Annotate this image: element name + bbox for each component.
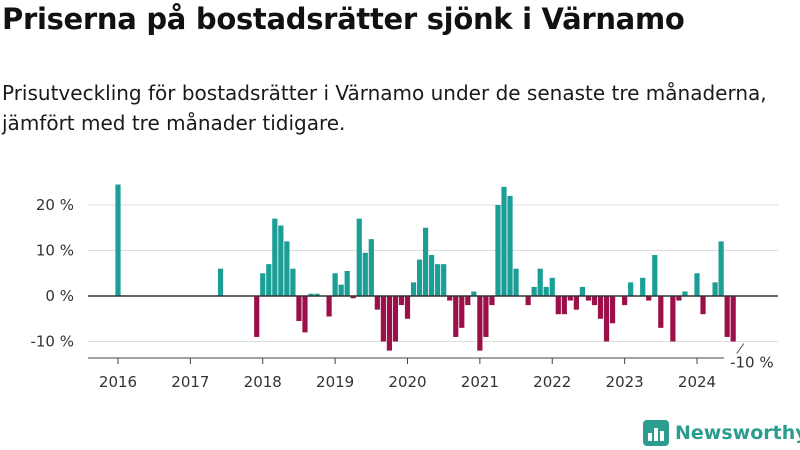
bar-2023-09 <box>670 296 676 342</box>
bar-2020-03 <box>416 259 423 296</box>
bar-2017-06 <box>217 268 224 296</box>
bar-2021-02 <box>483 296 489 337</box>
bar-2020-05 <box>429 255 435 296</box>
bar-2020-01 <box>404 296 411 319</box>
bar-2019-09 <box>380 296 386 342</box>
bar-2022-09 <box>597 296 604 319</box>
bar-2020-02 <box>410 282 417 296</box>
x-tick-label: 2019 <box>316 373 354 391</box>
bar-2023-07 <box>658 296 664 328</box>
chart-title: Priserna på bostadsrätter sjönk i Värnam… <box>2 2 685 36</box>
bar-2016-01 <box>115 184 121 296</box>
logo-text: Newsworthy <box>675 422 800 444</box>
bar-2018-10 <box>314 293 320 296</box>
y-tick-label: 0 % <box>45 287 74 305</box>
bar-2022-07 <box>585 296 592 301</box>
bar-2024-07 <box>730 296 736 342</box>
annotation-background <box>723 353 780 372</box>
bar-2021-09 <box>525 296 531 306</box>
bar-2019-12 <box>398 296 405 306</box>
x-tick-label: 2024 <box>678 373 716 391</box>
grid-lines <box>88 204 778 342</box>
chart-subtitle: Prisutveckling för bostadsrätter i Värna… <box>2 81 767 135</box>
bar-2020-12 <box>471 291 477 296</box>
bar-2023-05 <box>646 296 652 301</box>
bar-2019-08 <box>374 296 380 310</box>
bar-2021-05 <box>501 186 507 296</box>
bar-2019-03 <box>344 270 350 296</box>
axes: 20 % 10 % 0 % -10 % 2016 2017 2018 2019 2020 2021… <box>30 196 780 391</box>
x-tick-label: 2016 <box>99 373 137 391</box>
bar-2024-02 <box>700 296 706 315</box>
bar-2018-12 <box>326 296 332 317</box>
bar-2018-02 <box>266 264 272 296</box>
bar-2019-10 <box>386 296 393 351</box>
bar-2018-07 <box>296 296 302 322</box>
bar-2018-08 <box>302 296 308 333</box>
bar-2021-07 <box>513 268 519 296</box>
bar-2024-01 <box>694 273 700 296</box>
bar-2018-05 <box>284 241 290 296</box>
bar-2021-03 <box>489 296 495 306</box>
bar-2024-05 <box>718 241 724 296</box>
x-tick-label: 2018 <box>244 373 282 391</box>
x-tick-label: 2021 <box>461 373 499 391</box>
bar-2023-11 <box>682 291 688 296</box>
bar-2020-06 <box>435 264 441 296</box>
bar-2022-11 <box>609 296 616 324</box>
bar-2021-12 <box>543 286 549 296</box>
bar-2020-04 <box>422 227 429 296</box>
bar-2019-07 <box>368 239 374 297</box>
y-tick-label: 10 % <box>36 242 74 260</box>
bar-2023-10 <box>676 296 682 301</box>
bar-2022-06 <box>579 286 586 296</box>
bar-2020-09 <box>453 296 459 337</box>
bar-2022-10 <box>603 296 610 342</box>
y-tick-label: -10 % <box>30 333 74 351</box>
bar-2022-08 <box>591 296 598 306</box>
bar-2018-09 <box>308 293 314 296</box>
bar-2020-11 <box>465 296 471 306</box>
x-tick-label: 2022 <box>533 373 571 391</box>
bar-2023-01 <box>622 296 628 306</box>
bar-2021-10 <box>531 286 537 296</box>
bar-2024-04 <box>712 282 718 296</box>
annotation-label: -10 % <box>730 354 774 372</box>
bar-2019-04 <box>350 296 356 299</box>
bar-2019-02 <box>338 284 344 297</box>
bar-2022-05 <box>573 296 579 310</box>
x-tick-label: 2020 <box>388 373 426 391</box>
bar-chart-icon <box>643 420 669 446</box>
bars <box>115 184 736 351</box>
bar-2022-01 <box>549 277 555 296</box>
bar-2021-11 <box>537 268 543 296</box>
bar-2021-01 <box>477 296 483 351</box>
bar-2020-10 <box>459 296 465 328</box>
bar-2023-04 <box>640 277 646 296</box>
bar-2017-12 <box>254 296 260 337</box>
bar-2023-02 <box>628 282 634 296</box>
bar-2021-06 <box>507 195 513 296</box>
bar-2023-06 <box>652 255 658 296</box>
bar-2019-06 <box>362 252 368 296</box>
bar-2020-07 <box>441 264 447 296</box>
bar-2018-04 <box>278 225 284 296</box>
bar-2024-06 <box>724 296 730 337</box>
bar-2019-11 <box>392 296 399 342</box>
newsworthy-logo: Newsworthy <box>643 418 800 448</box>
x-tick-label: 2023 <box>606 373 644 391</box>
x-tick-label: 2017 <box>171 373 209 391</box>
bar-2018-01 <box>260 273 266 296</box>
bar-2019-05 <box>356 218 362 296</box>
bar-2022-03 <box>561 296 567 315</box>
bar-2018-06 <box>290 268 296 296</box>
bar-2019-01 <box>332 273 338 296</box>
bar-2021-04 <box>495 205 501 296</box>
bar-2020-08 <box>447 296 453 301</box>
bar-2018-03 <box>272 218 278 296</box>
bar-2022-04 <box>567 296 573 301</box>
bar-2022-02 <box>555 296 561 315</box>
y-tick-label: 20 % <box>36 196 74 214</box>
